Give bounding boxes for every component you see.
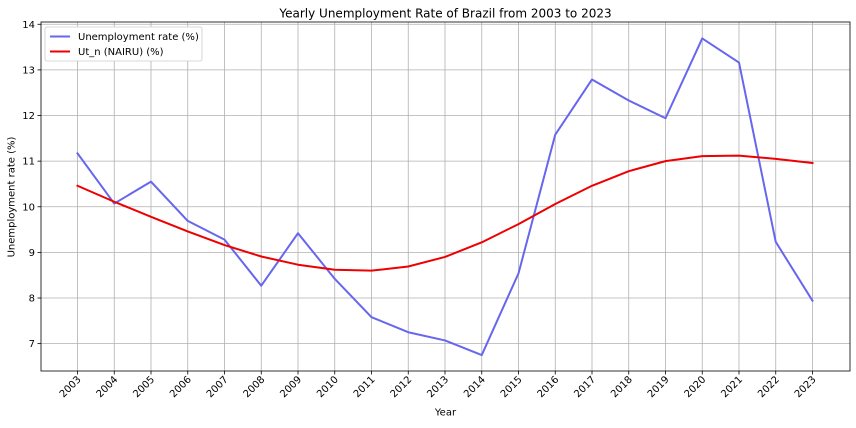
plot-area-frame <box>40 21 851 372</box>
x-tick-label: 2006 <box>168 374 194 400</box>
x-tick-label: 2007 <box>205 374 231 400</box>
x-tick-label: 2021 <box>719 374 745 400</box>
x-tick-label: 2010 <box>315 374 341 400</box>
unemployment-rate-line <box>76 37 814 357</box>
x-tick-label: 2017 <box>572 374 598 400</box>
x-tick-label: 2003 <box>58 374 84 400</box>
nairu-line <box>76 154 814 272</box>
y-tick-label: 13 <box>22 65 35 76</box>
legend-frame <box>44 26 203 62</box>
x-tick-label: 2008 <box>242 374 268 400</box>
chart-title: Yearly Unemployment Rate of Brazil from … <box>278 7 611 21</box>
y-tick-label: 11 <box>22 157 35 168</box>
y-tick-label: 9 <box>29 248 35 259</box>
x-tick-label: 2019 <box>646 374 672 400</box>
legend-label-unemployment-rate: Unemployment rate (%) <box>78 32 199 43</box>
series-layer <box>76 37 814 357</box>
x-tick-label: 2020 <box>683 374 709 400</box>
y-tick-label: 8 <box>29 294 35 305</box>
x-tick-label: 2012 <box>389 374 415 400</box>
axis-ticks: 2003 2004 2005 2006 2007 2008 2009 2010 2011 2012… <box>22 20 818 400</box>
y-tick-label: 14 <box>22 20 35 31</box>
x-tick-label: 2011 <box>352 374 378 400</box>
x-tick-label: 2015 <box>499 374 525 400</box>
x-tick-label: 2014 <box>462 374 488 400</box>
grid <box>41 22 850 371</box>
x-axis-title: Year <box>434 408 457 419</box>
y-axis-title: Unemployment rate (%) <box>7 136 18 257</box>
y-tick-label: 12 <box>22 111 35 122</box>
y-tick-label: 7 <box>29 339 35 350</box>
x-tick-label: 2016 <box>536 374 562 400</box>
legend: Unemployment rate (%) Ut_n (NAIRU) (%) <box>44 26 203 62</box>
y-tick-label: 10 <box>22 202 35 213</box>
x-tick-label: 2004 <box>95 374 121 400</box>
x-tick-label: 2023 <box>793 374 819 400</box>
x-tick-label: 2022 <box>756 374 782 400</box>
x-tick-label: 2013 <box>425 374 451 400</box>
x-tick-label: 2018 <box>609 374 635 400</box>
legend-label-nairu: Ut_n (NAIRU) (%) <box>78 47 164 58</box>
x-tick-label: 2005 <box>131 374 157 400</box>
x-tick-label: 2009 <box>278 374 304 400</box>
